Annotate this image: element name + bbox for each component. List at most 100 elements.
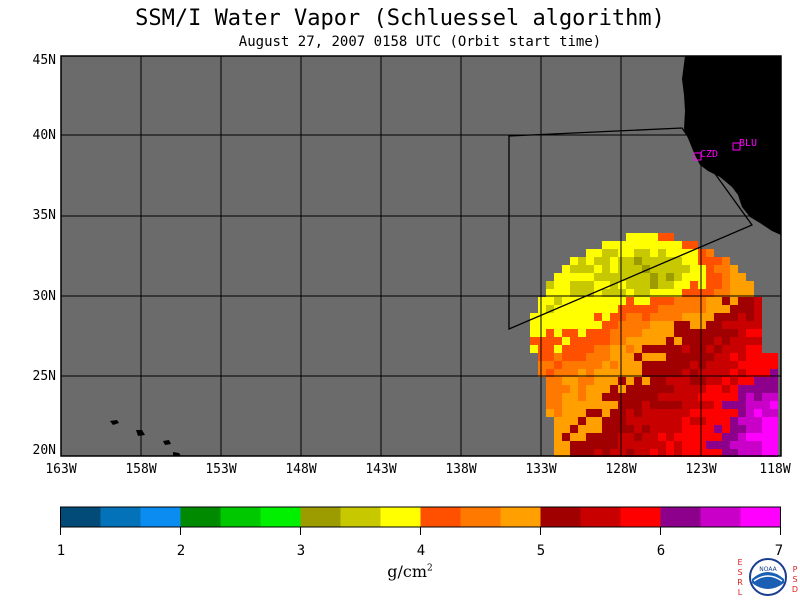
water-vapor-cell — [642, 273, 650, 281]
water-vapor-cell — [594, 305, 602, 313]
water-vapor-cell — [586, 313, 594, 321]
water-vapor-cell — [626, 337, 634, 345]
water-vapor-cell — [722, 417, 730, 425]
water-vapor-cell — [554, 281, 562, 289]
water-vapor-cell — [666, 417, 674, 425]
colorbar-cell — [620, 507, 661, 527]
water-vapor-cell — [674, 273, 682, 281]
colorbar-cell — [260, 507, 301, 527]
water-vapor-cell — [562, 297, 570, 305]
water-vapor-cell — [706, 345, 714, 353]
water-vapor-cell — [666, 393, 674, 401]
water-vapor-cell — [738, 305, 746, 313]
water-vapor-cell — [714, 273, 722, 281]
water-vapor-cell — [754, 321, 762, 329]
water-vapor-cell — [554, 345, 562, 353]
water-vapor-cell — [594, 449, 602, 457]
water-vapor-cell — [682, 417, 690, 425]
water-vapor-cell — [618, 393, 626, 401]
water-vapor-cell — [682, 265, 690, 273]
water-vapor-cell — [618, 409, 626, 417]
water-vapor-cell — [690, 417, 698, 425]
water-vapor-cell — [706, 273, 714, 281]
water-vapor-cell — [730, 345, 738, 353]
water-vapor-cell — [594, 321, 602, 329]
water-vapor-cell — [610, 385, 618, 393]
water-vapor-cell — [570, 377, 578, 385]
water-vapor-cell — [570, 313, 578, 321]
water-vapor-cell — [666, 369, 674, 377]
water-vapor-cell — [618, 273, 626, 281]
water-vapor-cell — [562, 281, 570, 289]
water-vapor-cell — [586, 249, 594, 257]
water-vapor-cell — [626, 249, 634, 257]
water-vapor-cell — [634, 273, 642, 281]
water-vapor-cell — [618, 257, 626, 265]
water-vapor-cell — [690, 329, 698, 337]
water-vapor-cell — [578, 273, 586, 281]
north-america-land — [682, 56, 781, 235]
water-vapor-cell — [714, 377, 722, 385]
water-vapor-cell — [658, 313, 666, 321]
water-vapor-cell — [594, 249, 602, 257]
water-vapor-cell — [594, 441, 602, 449]
lon-label-143w: 143W — [365, 462, 397, 477]
water-vapor-cell — [578, 265, 586, 273]
water-vapor-cell — [698, 409, 706, 417]
water-vapor-cell — [666, 305, 674, 313]
water-vapor-cell — [650, 249, 658, 257]
water-vapor-cell — [746, 337, 754, 345]
water-vapor-cell — [634, 329, 642, 337]
water-vapor-cell — [642, 385, 650, 393]
water-vapor-cell — [650, 369, 658, 377]
colorbar-cell — [420, 507, 461, 527]
hawaii-island-3 — [163, 440, 171, 445]
lat-label-35n: 35N — [32, 208, 56, 223]
water-vapor-cell — [714, 313, 722, 321]
water-vapor-cell — [618, 265, 626, 273]
water-vapor-cell — [610, 281, 618, 289]
water-vapor-cell — [626, 345, 634, 353]
colorbar-cell — [140, 507, 181, 527]
water-vapor-cell — [562, 449, 570, 457]
water-vapor-cell — [562, 401, 570, 409]
water-vapor-cell — [690, 361, 698, 369]
water-vapor-cell — [610, 441, 618, 449]
water-vapor-cell — [666, 441, 674, 449]
water-vapor-cell — [618, 385, 626, 393]
water-vapor-cell — [602, 281, 610, 289]
water-vapor-cell — [698, 433, 706, 441]
water-vapor-cell — [634, 249, 642, 257]
water-vapor-cell — [538, 297, 546, 305]
water-vapor-cell — [730, 361, 738, 369]
water-vapor-cell — [730, 329, 738, 337]
water-vapor-cell — [570, 329, 578, 337]
water-vapor-cell — [666, 377, 674, 385]
water-vapor-cell — [650, 265, 658, 273]
water-vapor-cell — [682, 241, 690, 249]
water-vapor-cell — [658, 433, 666, 441]
water-vapor-cell — [642, 345, 650, 353]
water-vapor-cell — [642, 241, 650, 249]
water-vapor-cell — [602, 393, 610, 401]
land-areas — [110, 56, 781, 456]
water-vapor-cell — [610, 257, 618, 265]
water-vapor-cell — [690, 313, 698, 321]
water-vapor-cell — [746, 377, 754, 385]
water-vapor-cell — [714, 401, 722, 409]
water-vapor-cell — [618, 361, 626, 369]
water-vapor-cell — [666, 353, 674, 361]
water-vapor-cell — [722, 401, 730, 409]
lon-label-138w: 138W — [445, 462, 477, 477]
lon-label-128w: 128W — [605, 462, 637, 477]
water-vapor-cell — [666, 265, 674, 273]
water-vapor-cell — [642, 289, 650, 297]
colorbar-cell — [500, 507, 541, 527]
water-vapor-cell — [618, 321, 626, 329]
water-vapor-cell — [706, 265, 714, 273]
water-vapor-cell — [650, 433, 658, 441]
water-vapor-cell — [610, 417, 618, 425]
water-vapor-cell — [698, 345, 706, 353]
water-vapor-cell — [594, 401, 602, 409]
water-vapor-cell — [586, 321, 594, 329]
